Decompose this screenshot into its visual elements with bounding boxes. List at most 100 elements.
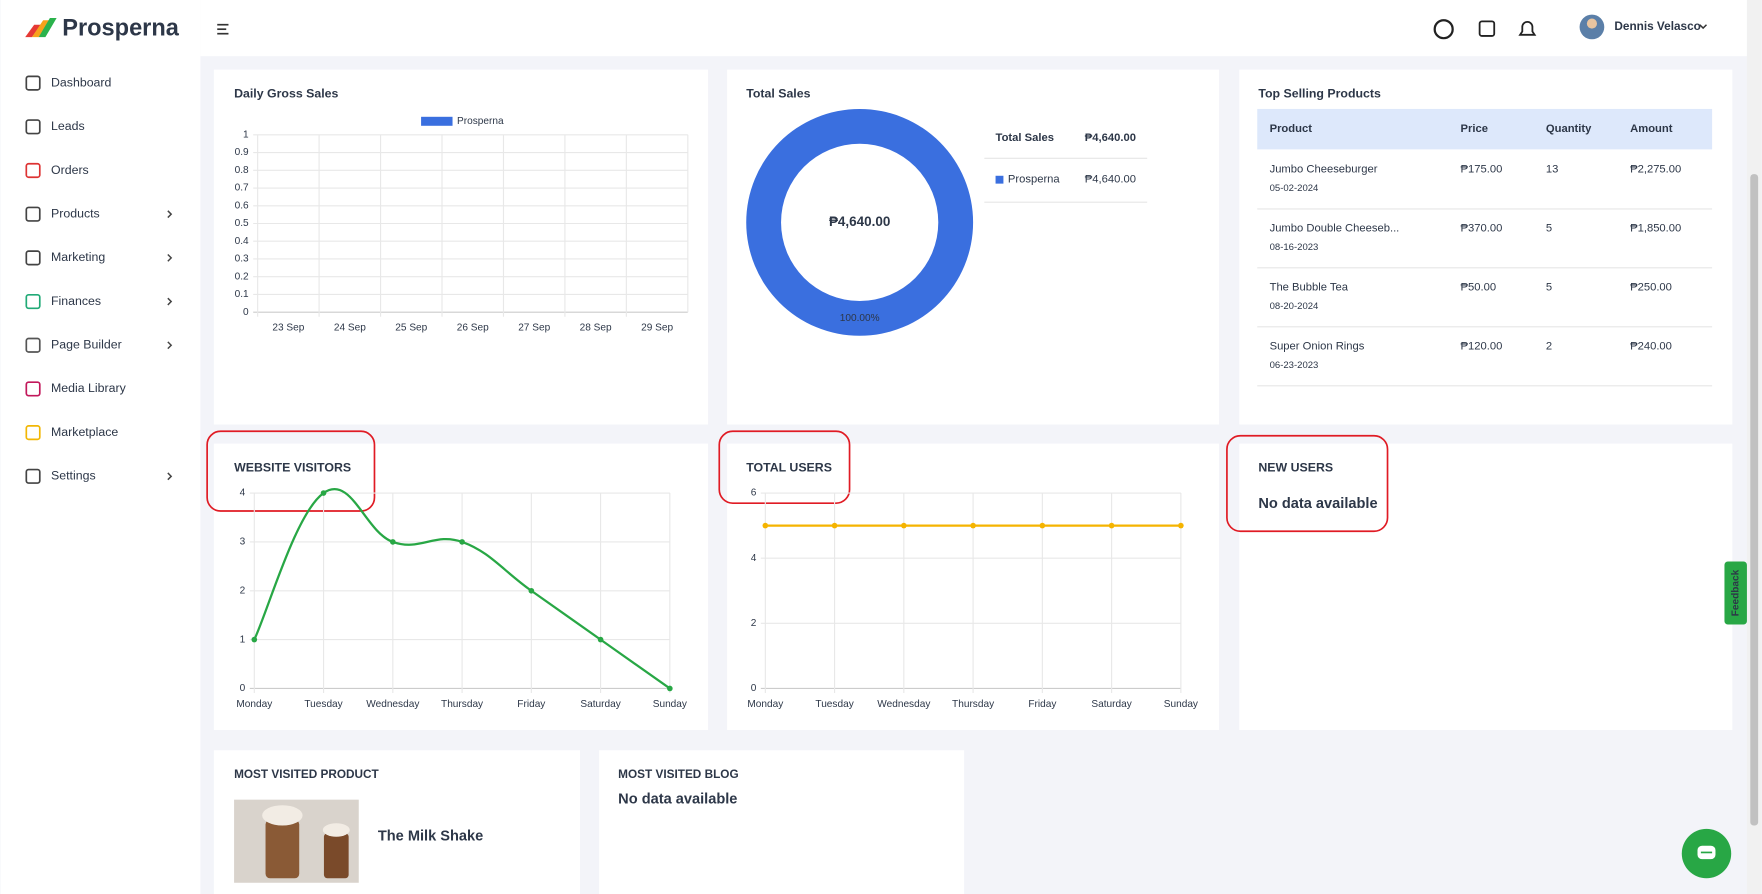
nav-item[interactable] bbox=[12, 459, 189, 493]
point bbox=[970, 522, 976, 529]
image-part bbox=[323, 833, 349, 879]
card bbox=[213, 69, 709, 425]
icon-button[interactable] bbox=[1433, 19, 1454, 40]
nav-label[interactable]: Media Library bbox=[51, 381, 127, 395]
y-tick-label: 0.6 bbox=[235, 200, 249, 211]
nav-label[interactable]: Dashboard bbox=[51, 75, 112, 89]
nav-chevron bbox=[167, 253, 173, 262]
y-tick-label: 0 bbox=[240, 683, 246, 694]
y-tick-label: 0.7 bbox=[235, 183, 249, 194]
nav-chevron bbox=[167, 472, 173, 481]
table-date: 05-02-2024 bbox=[1270, 183, 1319, 194]
nav-item[interactable] bbox=[12, 154, 189, 188]
chevron[interactable] bbox=[1699, 24, 1708, 30]
x-tick-label: Saturday bbox=[1091, 699, 1132, 710]
image-part bbox=[265, 819, 300, 879]
y-tick-label: 1 bbox=[243, 129, 249, 140]
nav-label[interactable]: Products bbox=[51, 206, 100, 220]
x-tick-label: Monday bbox=[747, 699, 784, 710]
table-date: 08-16-2023 bbox=[1270, 242, 1319, 253]
card bbox=[599, 750, 965, 894]
table-cell: ₱120.00 bbox=[1461, 340, 1503, 352]
table-cell: ₱2,275.00 bbox=[1630, 164, 1681, 176]
nav-icon bbox=[25, 206, 41, 222]
nav-item[interactable] bbox=[12, 197, 189, 231]
point bbox=[667, 685, 673, 692]
y-tick-label: 0.9 bbox=[235, 147, 249, 158]
center-label: ₱4,640.00 bbox=[829, 214, 890, 229]
nav-label[interactable]: Marketing bbox=[51, 250, 105, 264]
table-cell: ₱370.00 bbox=[1461, 223, 1503, 235]
menu-toggle[interactable] bbox=[217, 23, 229, 35]
scroll-thumb[interactable] bbox=[1750, 174, 1759, 826]
icon-button[interactable] bbox=[1478, 20, 1496, 37]
image-part bbox=[262, 805, 303, 826]
x-tick-label: Tuesday bbox=[304, 699, 343, 710]
total-amount: ₱4,640.00 bbox=[1085, 132, 1136, 144]
product-name[interactable]: The Milk Shake bbox=[378, 829, 483, 845]
brand: Prosperna bbox=[62, 14, 180, 40]
nav-icon bbox=[25, 119, 41, 135]
card-title: TOTAL USERS bbox=[746, 461, 832, 475]
nav-chevron bbox=[167, 297, 173, 306]
nav-label[interactable]: Marketplace bbox=[51, 425, 118, 439]
highlight-box bbox=[206, 430, 376, 512]
point bbox=[901, 522, 907, 529]
nav-label[interactable]: Page Builder bbox=[51, 338, 122, 352]
legend-amount: ₱4,640.00 bbox=[1085, 174, 1136, 186]
x-tick-label: 29 Sep bbox=[641, 323, 673, 334]
y-tick-label: 1 bbox=[240, 634, 246, 645]
x-tick-label: Thursday bbox=[441, 699, 484, 710]
card-title: Total Sales bbox=[746, 87, 810, 101]
legend-label: Prosperna bbox=[457, 116, 504, 127]
annotations bbox=[206, 430, 1389, 533]
y-tick-label: 2 bbox=[751, 618, 757, 629]
nav-chevron bbox=[167, 341, 173, 350]
highlight-box bbox=[1226, 434, 1389, 533]
table-cell: 2 bbox=[1546, 340, 1552, 352]
point bbox=[762, 522, 769, 529]
highlight-box bbox=[718, 430, 851, 504]
legend-swatch bbox=[995, 175, 1004, 184]
point bbox=[251, 636, 258, 643]
x-tick-label: Sunday bbox=[653, 699, 688, 710]
nav-item[interactable] bbox=[12, 110, 189, 144]
nav-label[interactable]: Leads bbox=[51, 119, 85, 133]
x-tick-label: 25 Sep bbox=[395, 323, 427, 334]
point bbox=[597, 636, 604, 643]
table-date: 08-20-2024 bbox=[1270, 301, 1319, 312]
y-tick-label: 2 bbox=[240, 585, 246, 596]
card bbox=[727, 69, 1220, 425]
y-tick-label: 6 bbox=[751, 488, 757, 499]
feedback-tab[interactable] bbox=[1724, 561, 1747, 625]
y-tick-label: 0.2 bbox=[235, 271, 249, 282]
empty-message: No data available bbox=[1258, 496, 1377, 512]
point bbox=[1178, 522, 1184, 529]
nav-label[interactable]: Finances bbox=[51, 294, 101, 308]
avatar-face bbox=[1586, 18, 1597, 29]
y-tick-label: 0 bbox=[243, 307, 249, 318]
card-title: MOST VISITED PRODUCT bbox=[234, 768, 379, 781]
table-cell: ₱50.00 bbox=[1461, 281, 1497, 293]
point bbox=[1039, 522, 1046, 529]
point bbox=[1108, 522, 1115, 529]
nav-label[interactable]: Orders bbox=[51, 163, 89, 177]
column-header: Product bbox=[1270, 123, 1313, 135]
table-cell: The Bubble Tea bbox=[1270, 281, 1349, 293]
x-tick-label: 24 Sep bbox=[334, 323, 366, 334]
user-name[interactable]: Dennis Velasco bbox=[1614, 20, 1700, 33]
point bbox=[528, 587, 535, 594]
nav-label[interactable]: Settings bbox=[51, 469, 96, 483]
y-tick-label: 4 bbox=[240, 488, 246, 499]
table-cell: ₱240.00 bbox=[1630, 340, 1672, 352]
nav-icon bbox=[25, 75, 41, 91]
nav-icon bbox=[25, 250, 41, 266]
card-title: NEW USERS bbox=[1258, 461, 1333, 475]
feedback-label[interactable]: Feedback bbox=[1730, 569, 1741, 616]
icon-button[interactable] bbox=[1518, 21, 1537, 36]
legend-swatch bbox=[421, 116, 453, 126]
image-part bbox=[322, 823, 350, 837]
x-tick-label: Friday bbox=[1028, 699, 1057, 710]
